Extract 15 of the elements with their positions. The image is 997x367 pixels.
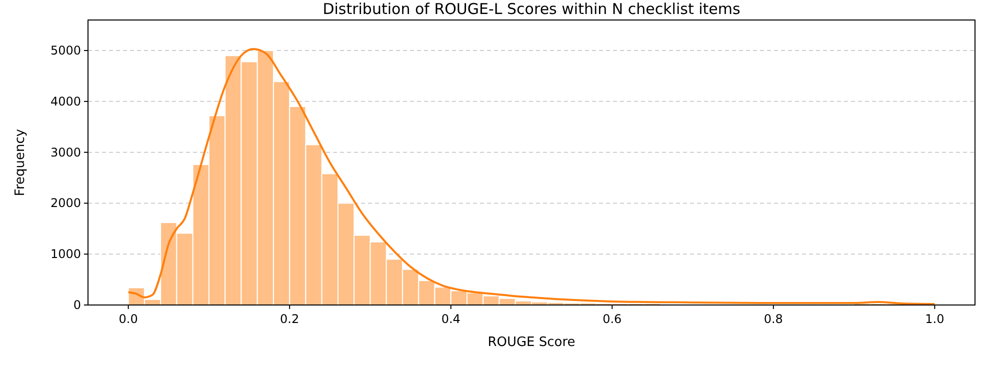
y-axis-title: Frequency — [13, 128, 28, 196]
y-tick-label: 5000 — [50, 44, 81, 58]
y-tick-label: 2000 — [50, 196, 81, 210]
x-tick-label: 0.6 — [602, 312, 622, 326]
x-tick-label: 0.0 — [118, 312, 138, 326]
x-tick-label: 0.8 — [764, 312, 783, 326]
y-tick-label: 1000 — [50, 247, 81, 262]
x-tick-label: 1.0 — [925, 312, 944, 326]
x-tick-label: 0.2 — [280, 312, 300, 326]
x-axis-title: ROUGE Score — [488, 335, 576, 350]
y-tick-label: 4000 — [50, 94, 81, 108]
y-tick-label: 0 — [73, 298, 81, 312]
chart-title: Distribution of ROUGE-L Scores within N checklist items — [322, 0, 740, 18]
x-tick-label: 0.4 — [441, 312, 460, 326]
y-tick-label: 3000 — [50, 145, 81, 160]
